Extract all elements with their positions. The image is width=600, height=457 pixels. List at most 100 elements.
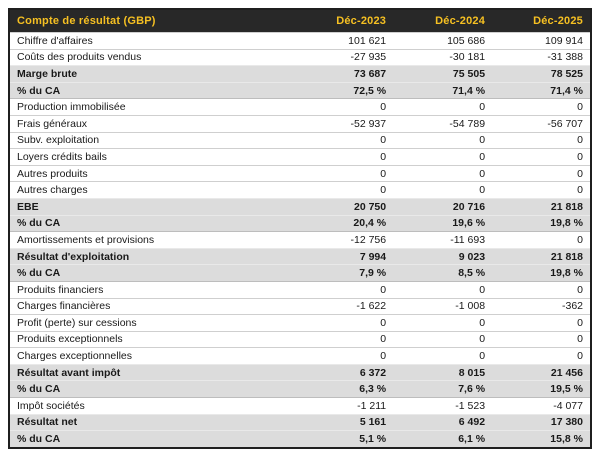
- row-value: 19,5 %: [492, 380, 591, 398]
- row-value: -12 756: [294, 231, 394, 249]
- row-value: 0: [294, 148, 394, 166]
- row-value: 0: [492, 231, 591, 249]
- row-label: % du CA: [9, 81, 295, 99]
- row-label: Profit (perte) sur cessions: [9, 314, 295, 332]
- row-label: Résultat avant impôt: [9, 363, 295, 381]
- row-value: 6,3 %: [294, 380, 394, 398]
- row-value: -31 388: [492, 48, 591, 66]
- row-value: 0: [294, 314, 394, 332]
- table-header-row: Compte de résultat (GBP) Déc-2023 Déc-20…: [9, 9, 591, 33]
- row-value: 0: [492, 164, 591, 182]
- row-value: 71,4 %: [393, 81, 493, 99]
- row-label: Subv. exploitation: [9, 131, 295, 149]
- row-value: -1 523: [393, 397, 493, 415]
- row-label: Charges exceptionnelles: [9, 347, 295, 365]
- row-value: 0: [492, 330, 591, 348]
- row-value: 21 818: [492, 197, 591, 216]
- table-row: % du CA 6,3 % 7,6 % 19,5 %: [9, 380, 591, 398]
- table-row: Charges financières -1 622 -1 008 -362: [9, 297, 591, 315]
- row-value: 7 994: [294, 247, 394, 265]
- row-value: 5 161: [294, 413, 394, 431]
- row-label: Coûts des produits vendus: [9, 48, 295, 66]
- row-value: 0: [492, 314, 591, 332]
- row-value: 0: [294, 181, 394, 199]
- row-label: % du CA: [9, 214, 295, 232]
- table-body: Chiffre d'affaires 101 621 105 686 109 9…: [9, 32, 591, 448]
- income-statement-table: Compte de résultat (GBP) Déc-2023 Déc-20…: [8, 8, 592, 449]
- table-row: Produits exceptionnels 0 0 0: [9, 330, 591, 348]
- table-row: Production immobilisée 0 0 0: [9, 98, 591, 116]
- row-value: 17 380: [492, 413, 591, 431]
- row-value: 20 716: [393, 197, 493, 216]
- row-value: 0: [393, 347, 493, 365]
- row-value: 75 505: [393, 65, 493, 83]
- table-row: Autres produits 0 0 0: [9, 164, 591, 182]
- row-value: 0: [393, 131, 493, 149]
- row-value: 19,6 %: [393, 214, 493, 232]
- row-value: 15,8 %: [492, 430, 591, 448]
- table-row: Amortissements et provisions -12 756 -11…: [9, 231, 591, 249]
- table-row: Résultat d'exploitation 7 994 9 023 21 8…: [9, 247, 591, 265]
- table-row: Résultat net 5 161 6 492 17 380: [9, 413, 591, 431]
- row-value: -1 211: [294, 397, 394, 415]
- row-value: 0: [393, 280, 493, 298]
- table-title: Compte de résultat (GBP): [9, 9, 295, 33]
- row-value: -27 935: [294, 48, 394, 66]
- row-label: Loyers crédits bails: [9, 148, 295, 166]
- row-label: % du CA: [9, 264, 295, 282]
- row-label: Production immobilisée: [9, 98, 295, 116]
- row-value: -52 937: [294, 114, 394, 133]
- row-value: 0: [294, 131, 394, 149]
- row-value: 101 621: [294, 32, 394, 50]
- row-label: EBE: [9, 197, 295, 216]
- row-value: 0: [492, 280, 591, 298]
- table-row: Produits financiers 0 0 0: [9, 280, 591, 298]
- row-value: 6 492: [393, 413, 493, 431]
- row-value: 0: [492, 347, 591, 365]
- row-value: 0: [492, 98, 591, 116]
- row-value: 0: [393, 164, 493, 182]
- row-value: 0: [294, 98, 394, 116]
- row-value: 7,6 %: [393, 380, 493, 398]
- row-label: Marge brute: [9, 65, 295, 83]
- row-label: Impôt sociétés: [9, 397, 295, 415]
- row-label: Produits exceptionnels: [9, 330, 295, 348]
- row-value: 7,9 %: [294, 264, 394, 282]
- table-row: EBE 20 750 20 716 21 818: [9, 197, 591, 216]
- row-label: % du CA: [9, 380, 295, 398]
- row-label: Chiffre d'affaires: [9, 32, 295, 50]
- row-value: 0: [393, 148, 493, 166]
- row-value: 72,5 %: [294, 81, 394, 99]
- table-row: Chiffre d'affaires 101 621 105 686 109 9…: [9, 32, 591, 50]
- row-value: -362: [492, 297, 591, 315]
- row-value: 0: [393, 98, 493, 116]
- row-label: Autres produits: [9, 164, 295, 182]
- row-label: Frais généraux: [9, 114, 295, 133]
- row-value: 9 023: [393, 247, 493, 265]
- row-value: -1 008: [393, 297, 493, 315]
- table-row: Résultat avant impôt 6 372 8 015 21 456: [9, 363, 591, 381]
- row-label: Produits financiers: [9, 280, 295, 298]
- table-row: % du CA 5,1 % 6,1 % 15,8 %: [9, 430, 591, 448]
- row-value: 0: [492, 131, 591, 149]
- row-value: 8,5 %: [393, 264, 493, 282]
- table-row: Marge brute 73 687 75 505 78 525: [9, 65, 591, 83]
- row-label: Résultat net: [9, 413, 295, 431]
- row-value: 0: [294, 330, 394, 348]
- row-value: 5,1 %: [294, 430, 394, 448]
- row-value: 0: [393, 314, 493, 332]
- row-value: 20,4 %: [294, 214, 394, 232]
- row-value: 0: [294, 280, 394, 298]
- table-row: Loyers crédits bails 0 0 0: [9, 148, 591, 166]
- row-value: 78 525: [492, 65, 591, 83]
- row-value: 0: [294, 164, 394, 182]
- row-label: Autres charges: [9, 181, 295, 199]
- table-row: Frais généraux -52 937 -54 789 -56 707: [9, 114, 591, 133]
- table-row: Autres charges 0 0 0: [9, 181, 591, 199]
- row-label: Résultat d'exploitation: [9, 247, 295, 265]
- row-label: % du CA: [9, 430, 295, 448]
- row-value: 0: [294, 347, 394, 365]
- row-value: 19,8 %: [492, 214, 591, 232]
- row-value: 73 687: [294, 65, 394, 83]
